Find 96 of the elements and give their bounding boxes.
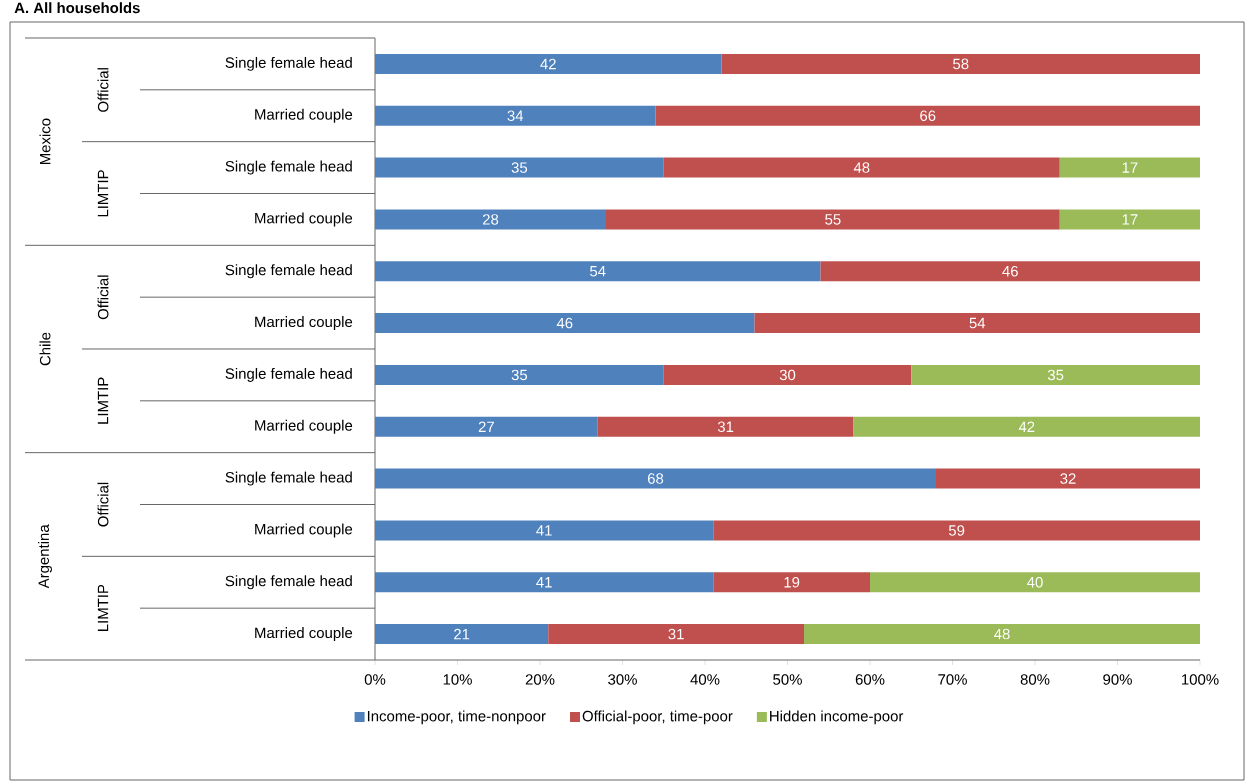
data-label: 68: [647, 473, 664, 484]
y-tick-label: Single female head: [225, 56, 352, 71]
text: LIMTIP: [97, 584, 109, 632]
bar: [375, 157, 664, 178]
bar: [375, 624, 549, 645]
data-label: 17: [1122, 162, 1138, 173]
bar: [375, 313, 755, 334]
bar: [820, 261, 1201, 282]
y-tick-label: Single female head: [225, 471, 352, 486]
data-label: 54: [969, 317, 986, 329]
data-label: 31: [717, 421, 734, 433]
data-label: 35: [511, 369, 528, 381]
bar: [375, 261, 821, 282]
x-tick-label: 100%: [1182, 674, 1219, 685]
data-label: 30: [779, 369, 796, 381]
legend-label: Official-poor, time-poor: [582, 710, 733, 725]
bar: [911, 364, 1201, 385]
data-label: 55: [825, 214, 841, 225]
text: Argentina: [38, 524, 52, 589]
y-tick-label: Single female head: [225, 264, 352, 279]
y-tick-label: Married couple: [255, 419, 353, 434]
bar: [606, 209, 1060, 230]
legend-label: Income-poor, time-nonpoor: [367, 710, 546, 725]
x-tick-label: 40%: [690, 674, 720, 685]
data-label: 31: [668, 628, 684, 640]
x-tick-label: 70%: [938, 674, 967, 685]
bar: [375, 53, 722, 74]
data-label: 35: [1047, 369, 1064, 381]
x-tick-label: 0%: [364, 674, 386, 685]
x-tick-label: 90%: [1103, 674, 1132, 685]
data-label: 46: [1002, 265, 1018, 277]
text: Chile: [39, 332, 51, 366]
data-label: 28: [482, 214, 499, 225]
x-tick-label: 30%: [608, 674, 637, 685]
y-tick-label: Married couple: [255, 627, 353, 642]
y-tick-label: Married couple: [255, 212, 353, 227]
bar: [548, 624, 805, 645]
bar: [375, 105, 656, 126]
data-label: 41: [536, 525, 552, 536]
y-tick-label: Single female head: [225, 575, 352, 590]
data-label: 32: [1060, 473, 1076, 484]
data-label: 54: [590, 266, 606, 277]
bar: [853, 416, 1201, 437]
x-tick-label: 50%: [773, 674, 802, 685]
bar: [375, 468, 937, 489]
y-tick-label: Married couple: [255, 523, 353, 538]
bar: [375, 572, 714, 593]
data-label: 66: [920, 110, 936, 122]
bar: [1059, 157, 1201, 178]
text: Official: [97, 68, 109, 112]
text: LIMTIP: [97, 377, 109, 424]
data-label: 35: [511, 162, 528, 173]
bar: [375, 209, 606, 230]
data-label: 42: [1018, 421, 1035, 432]
bar: [1059, 209, 1201, 230]
data-label: 17: [1122, 214, 1138, 225]
bar: [655, 105, 1201, 126]
text: A. All households: [14, 2, 140, 14]
data-label: 34: [507, 110, 524, 122]
bar: [663, 364, 912, 385]
text: Official: [97, 482, 109, 527]
data-label: 58: [953, 58, 969, 70]
text: Mexico: [39, 118, 51, 165]
bar: [804, 624, 1201, 645]
data-label: 46: [556, 317, 573, 329]
bar: [375, 520, 714, 541]
x-tick-label: 10%: [443, 674, 472, 685]
y-tick-label: Married couple: [255, 108, 353, 123]
y-tick-label: Married couple: [255, 316, 353, 331]
x-tick-label: 60%: [855, 674, 885, 685]
bar: [754, 313, 1201, 334]
x-tick-label: 20%: [525, 674, 555, 685]
data-label: 48: [994, 628, 1010, 640]
data-label: 59: [948, 525, 965, 536]
y-tick-label: Single female head: [225, 160, 352, 175]
data-label: 19: [784, 576, 800, 588]
bar: [936, 468, 1201, 489]
data-label: 41: [536, 577, 552, 588]
legend-label: Hidden income-poor: [770, 710, 904, 725]
bar: [663, 157, 1060, 178]
data-label: 40: [1027, 576, 1043, 588]
bar: [597, 416, 854, 437]
data-label: 48: [853, 162, 870, 173]
y-tick-label: Single female head: [225, 367, 352, 382]
text: Official: [97, 275, 109, 320]
data-label: 42: [540, 58, 556, 70]
bar: [375, 416, 598, 437]
bar: [870, 572, 1201, 593]
x-tick-label: 80%: [1020, 674, 1050, 685]
bar: [721, 53, 1201, 74]
text: LIMTIP: [97, 170, 109, 217]
bar: [713, 520, 1201, 541]
data-label: 27: [478, 421, 494, 432]
bar: [375, 364, 664, 385]
bar: [713, 572, 871, 593]
data-label: 21: [454, 628, 470, 640]
